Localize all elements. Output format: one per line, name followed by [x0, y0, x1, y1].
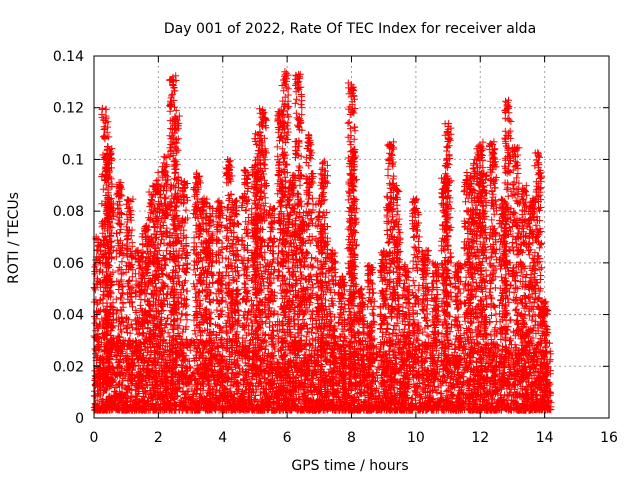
roti-point-markers [90, 68, 555, 414]
y-tick-label: 0.06 [53, 256, 84, 272]
y-tick-label: 0.08 [53, 204, 84, 220]
x-tick-label: 6 [283, 430, 292, 446]
y-tick-label: 0 [75, 411, 84, 427]
data-points [90, 68, 555, 414]
y-tick-label: 0.14 [53, 49, 84, 65]
x-tick-label: 10 [407, 430, 425, 446]
y-tick-label: 0.12 [53, 101, 84, 117]
x-tick-label: 12 [471, 430, 489, 446]
axis-ticks [93, 55, 610, 419]
x-tick-label: 0 [90, 430, 99, 446]
x-tick-label: 14 [536, 430, 554, 446]
x-tick-label: 2 [154, 430, 163, 446]
x-tick-label: 16 [600, 430, 618, 446]
y-tick-label: 0.04 [53, 308, 84, 324]
y-axis-title: ROTI / TECUs [6, 192, 22, 284]
y-tick-label: 0.02 [53, 359, 84, 375]
y-tick-label: 0.1 [62, 152, 84, 168]
x-axis-title: GPS time / hours [291, 458, 408, 474]
tick-labels: 0 2 4 6 8 10 12 14 16 0 0.02 0.04 0.06 0.08 0.1 0.12 0.1… [53, 49, 618, 446]
x-tick-label: 8 [347, 430, 356, 446]
chart-title: Day 001 of 2022, Rate Of TEC Index for r… [164, 21, 536, 37]
x-tick-label: 4 [218, 430, 227, 446]
